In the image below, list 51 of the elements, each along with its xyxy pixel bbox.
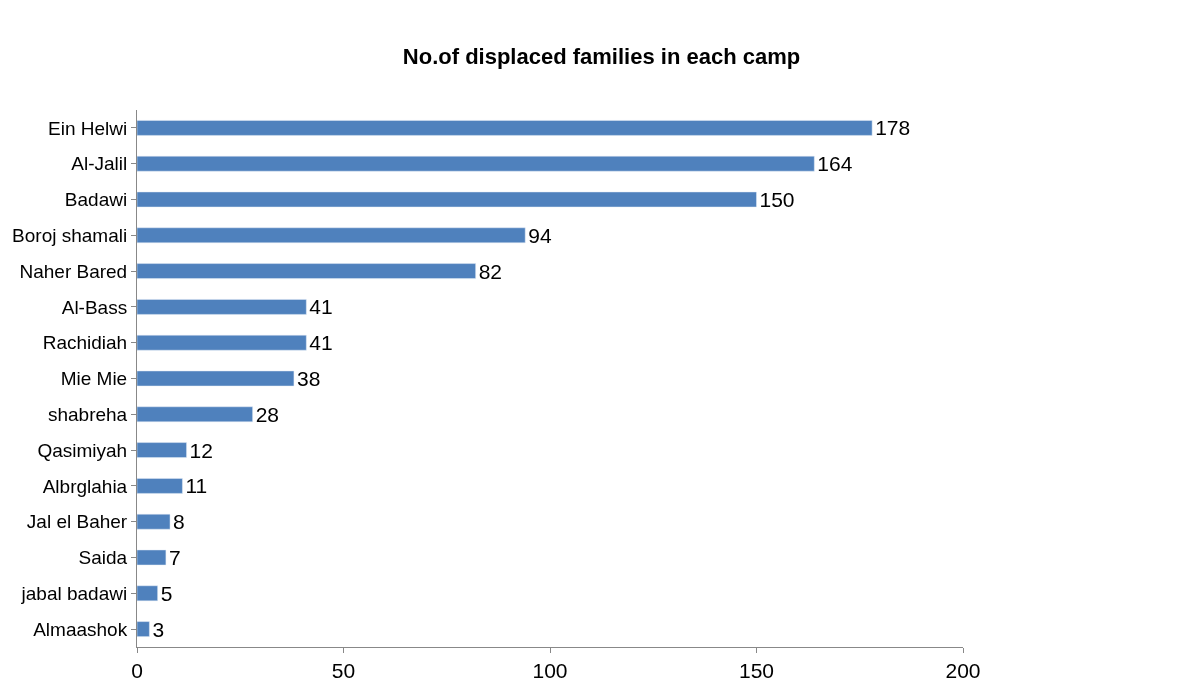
data-label: 12 [189, 438, 213, 462]
bar [137, 442, 187, 458]
y-tick-label: Boroj shamali [12, 224, 128, 246]
bar [137, 263, 476, 279]
bar [137, 406, 253, 423]
data-label: 164 [817, 152, 853, 176]
y-tick-label: shabreha [47, 403, 128, 425]
data-label: 7 [168, 546, 181, 569]
bar [137, 621, 150, 637]
data-label: 5 [160, 581, 173, 605]
x-tick-label: 50 [331, 659, 356, 683]
bar [137, 478, 183, 494]
y-tick-label: Naher Bared [19, 260, 128, 282]
data-label: 28 [255, 402, 279, 426]
bar [137, 299, 307, 315]
x-tick-label: 100 [532, 659, 568, 683]
x-tick-label: 0 [131, 659, 143, 683]
data-label: 41 [309, 295, 333, 319]
bar [137, 513, 171, 530]
data-label: 82 [478, 259, 503, 283]
x-tick-label: 150 [738, 659, 775, 683]
data-label: 178 [875, 116, 911, 140]
bar [137, 370, 295, 387]
y-tick-label: Rachidiah [42, 332, 128, 354]
y-tick-label: Al-Bass [61, 296, 128, 318]
bar [137, 120, 873, 136]
y-tick-label: Almaashok [33, 618, 128, 640]
data-label: 11 [185, 474, 208, 498]
bar [137, 191, 757, 208]
x-tick-label: 200 [945, 659, 981, 683]
data-label: 8 [173, 510, 185, 534]
y-tick-label: jabal badawi [20, 582, 128, 604]
bar [137, 155, 815, 172]
data-label: 150 [759, 188, 795, 211]
data-label: 94 [528, 223, 552, 247]
bar [137, 334, 307, 351]
data-label: 41 [309, 331, 333, 355]
y-tick-label: Saida [78, 547, 128, 569]
data-label: 3 [152, 617, 165, 641]
chart-title: No.of displaced families in each camp [402, 44, 801, 70]
y-tick-label: Al-Jalil [71, 153, 128, 175]
bar [137, 585, 158, 602]
bar [137, 549, 167, 566]
y-tick-label: Albrglahia [42, 475, 128, 497]
y-tick-label: Jal el Baher [26, 511, 128, 533]
y-tick-label: Mie Mie [60, 368, 128, 390]
y-tick-label: Badawi [64, 189, 128, 211]
bar [137, 227, 526, 244]
data-label: 38 [296, 367, 321, 390]
y-tick-label: Qasimiyah [37, 439, 128, 461]
y-tick-label: Ein Helwi [48, 117, 128, 139]
